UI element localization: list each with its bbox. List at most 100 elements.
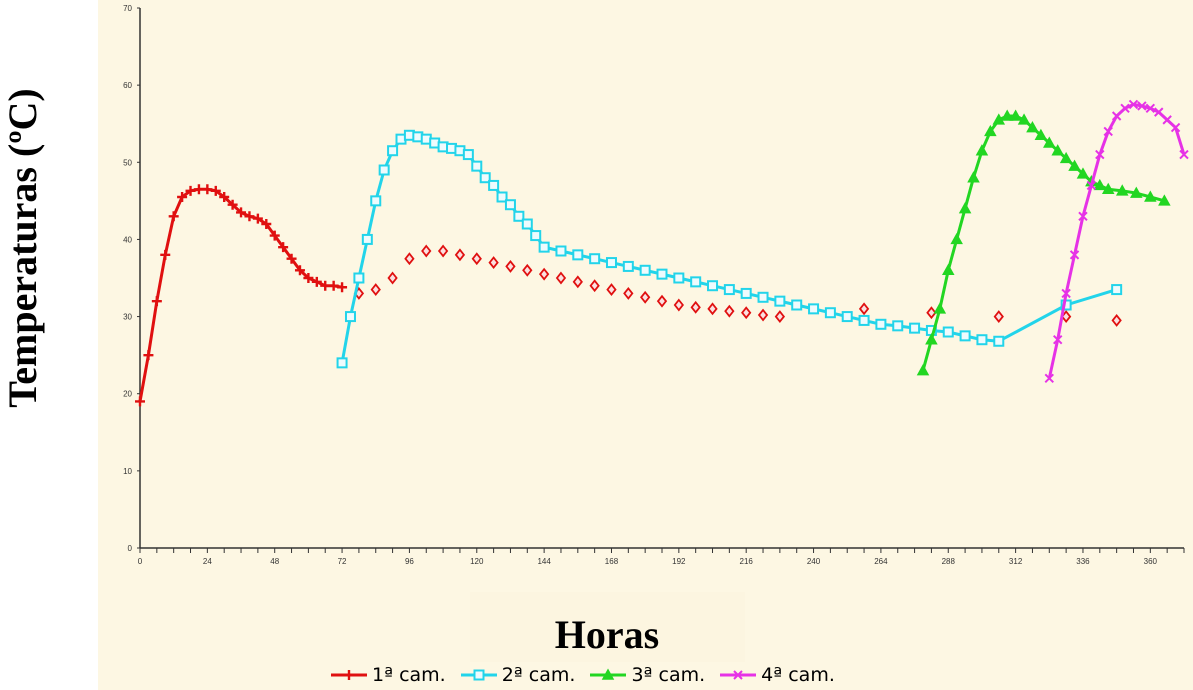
x-tick-label: 336 (1076, 557, 1090, 566)
data-point (942, 326, 954, 338)
data-point (236, 207, 247, 218)
data-point (421, 244, 432, 258)
data-point (976, 334, 988, 346)
data-point (1009, 109, 1022, 121)
data-point (690, 276, 702, 288)
data-point (404, 252, 415, 266)
data-point (336, 357, 348, 369)
data-point (1154, 107, 1164, 117)
legend-item: 4ª cam. (719, 664, 835, 686)
data-point (505, 259, 516, 273)
data-point (1043, 136, 1056, 148)
data-point (387, 145, 399, 157)
data-point (757, 291, 769, 303)
series-line (1047, 102, 1186, 379)
data-point (437, 244, 449, 258)
data-point (1111, 313, 1122, 327)
data-point (572, 275, 583, 289)
data-point (1034, 128, 1048, 141)
legend-marker (473, 669, 485, 681)
x-tick-label: 264 (874, 557, 888, 566)
data-point (1068, 159, 1081, 171)
data-point (656, 268, 668, 280)
data-point (462, 149, 474, 161)
series-5 (1044, 99, 1189, 383)
legend-marker (733, 670, 743, 680)
data-point (992, 113, 1006, 125)
legend-label: 1ª cam. (372, 664, 446, 686)
data-point (959, 330, 971, 342)
data-point (303, 273, 314, 283)
y-tick-label: 40 (123, 235, 132, 244)
data-point (808, 303, 820, 315)
data-point (1076, 167, 1090, 179)
data-point (479, 172, 491, 184)
data-point (538, 267, 550, 281)
data-point (589, 253, 601, 265)
y-tick-label: 10 (123, 467, 132, 476)
data-point (252, 213, 263, 224)
data-point (151, 296, 162, 307)
data-point (589, 279, 600, 293)
data-point (1130, 186, 1143, 198)
series-3 (336, 129, 1123, 369)
data-point (1000, 109, 1014, 121)
x-tick-label: 192 (672, 557, 686, 566)
data-point (824, 307, 836, 319)
data-point (488, 256, 499, 270)
y-tick-label: 0 (128, 544, 133, 553)
y-tick-label: 50 (123, 158, 132, 167)
data-point (622, 260, 634, 272)
data-point (741, 306, 752, 320)
legend: 1ª cam. 2ª cam. 3ª cam. 4ª cam. (330, 662, 835, 688)
data-point (1144, 190, 1157, 202)
data-point (219, 192, 230, 202)
series-4 (916, 109, 1171, 376)
data-point (875, 318, 887, 330)
legend-label: 3ª cam. (631, 664, 706, 686)
data-point (361, 233, 373, 245)
data-point (1103, 126, 1113, 137)
xlabel-background (470, 592, 745, 662)
data-point (504, 199, 516, 211)
data-point (294, 265, 305, 276)
legend-swatch (331, 670, 367, 680)
data-point (328, 280, 339, 291)
data-point (1162, 115, 1172, 125)
data-point (909, 322, 921, 334)
data-point (168, 211, 179, 222)
data-point (1158, 194, 1171, 206)
data-point (916, 364, 930, 376)
data-point (320, 280, 331, 291)
legend-label: 4ª cam. (761, 664, 835, 686)
data-point (791, 299, 803, 311)
data-point (1061, 288, 1071, 299)
data-point (387, 271, 398, 285)
data-point (740, 287, 752, 299)
data-point (975, 144, 989, 156)
x-tick-label: 24 (203, 557, 212, 566)
data-point (278, 242, 289, 253)
x-tick-label: 0 (138, 557, 143, 566)
data-point (454, 248, 466, 262)
data-point (1059, 151, 1073, 164)
x-tick-label: 360 (1144, 557, 1158, 566)
series-2 (353, 244, 1122, 327)
x-tick-label: 312 (1009, 557, 1023, 566)
data-point (656, 294, 668, 308)
data-point (858, 302, 870, 316)
data-point (1095, 149, 1105, 160)
data-point (378, 164, 390, 176)
data-point (471, 252, 482, 266)
data-point (286, 253, 297, 264)
data-point (1069, 250, 1080, 260)
x-tick-label: 96 (405, 557, 414, 566)
data-point (1128, 99, 1139, 110)
x-tick-label: 144 (537, 557, 551, 566)
data-point (143, 350, 154, 361)
data-point (707, 302, 718, 316)
x-axis-title: Horas (555, 612, 659, 657)
data-point (933, 302, 947, 314)
data-point (958, 202, 972, 214)
data-point (1111, 284, 1123, 296)
